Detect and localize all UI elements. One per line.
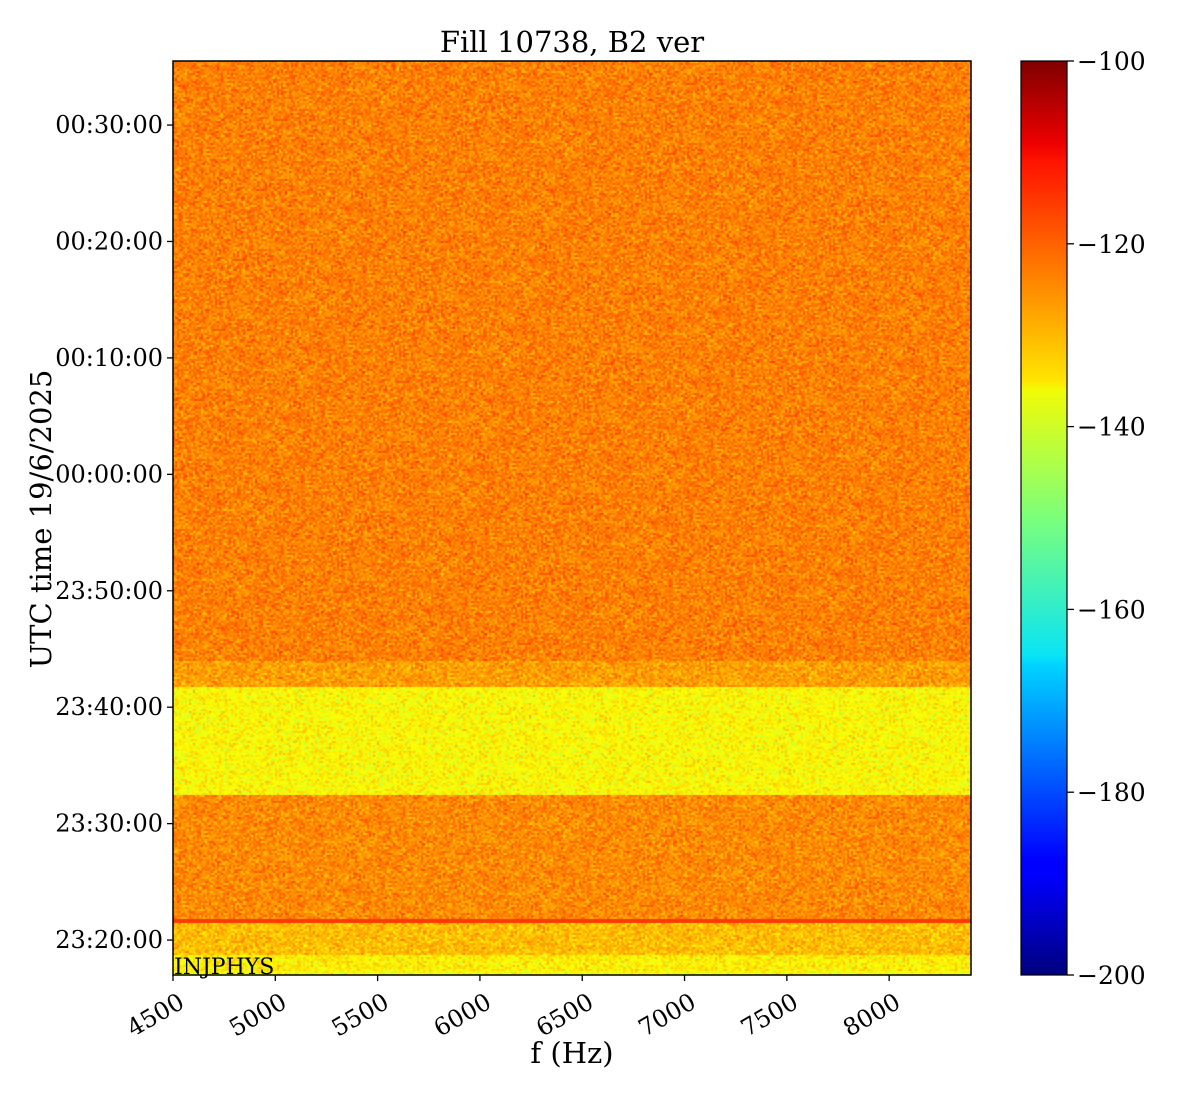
annotation-injphys: INJPHYS	[174, 955, 274, 980]
x-axis-label: f (Hz)	[530, 1036, 613, 1070]
colorbar-tick-label: −100	[1077, 47, 1146, 76]
x-tick-label: 6000	[429, 988, 496, 1043]
x-tick-label: 8000	[838, 988, 905, 1043]
x-tick-label: 6500	[531, 988, 598, 1043]
colorbar-tick-label: −120	[1077, 230, 1146, 259]
plot-frame	[172, 60, 972, 976]
colorbar-axis: −100 −120 −140 −160 −180 −200	[1067, 47, 1146, 990]
colorbar-tick-label: −160	[1077, 595, 1146, 624]
colorbar-tick-label: −200	[1077, 961, 1146, 990]
colorbar	[1020, 60, 1068, 976]
y-axis: 23:20:00 23:30:00 23:40:00 23:50:00 00:00:00…	[55, 111, 173, 954]
y-axis-label: UTC time 19/6/2025	[24, 370, 58, 669]
colorbar-tick-label: −140	[1077, 413, 1146, 442]
x-tick-label: 5500	[327, 988, 394, 1043]
y-tick-label: 23:30:00	[55, 810, 163, 838]
x-tick-label: 7000	[634, 988, 701, 1043]
colorbar-tick-label: −180	[1077, 778, 1146, 807]
heatmap-image	[173, 61, 971, 975]
y-tick-label: 00:30:00	[55, 111, 163, 139]
y-tick-label: 00:00:00	[55, 460, 163, 488]
y-tick-label: 23:20:00	[55, 926, 163, 954]
y-tick-label: 00:10:00	[55, 344, 163, 372]
heatmap-area	[173, 61, 971, 975]
y-tick-label: 23:50:00	[55, 577, 163, 605]
x-tick-label: 7500	[736, 988, 803, 1043]
x-tick-label: 4500	[122, 988, 189, 1043]
y-tick-label: 23:40:00	[55, 693, 163, 721]
x-tick-label: 5000	[224, 988, 291, 1043]
chart-title: Fill 10738, B2 ver	[440, 25, 704, 59]
x-axis: 4500 5000 5500 6000 6500 7000 7500 8000	[122, 975, 905, 1042]
y-tick-label: 00:20:00	[55, 227, 163, 255]
